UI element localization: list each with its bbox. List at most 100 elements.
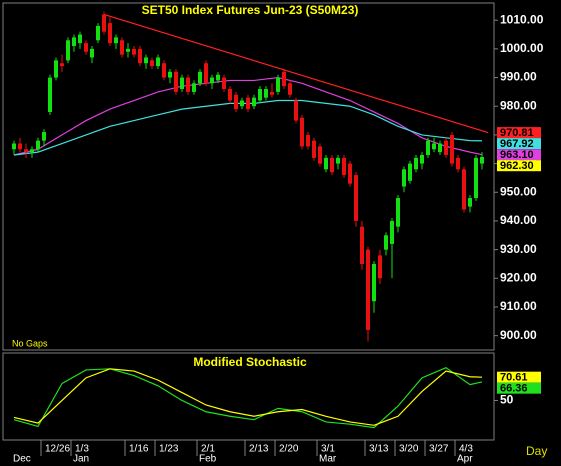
- candle-body: [252, 97, 256, 107]
- y-tick-label: 900.00: [500, 328, 537, 342]
- y-tick-label: 920.00: [500, 270, 537, 284]
- candle-body: [426, 140, 430, 155]
- value-label: 70.61: [500, 372, 528, 384]
- candle-body: [210, 77, 214, 84]
- y-tick-label: 990.00: [500, 70, 537, 84]
- candle-body: [72, 37, 76, 47]
- candle-body: [174, 71, 178, 92]
- x-tick-label: 4/3: [459, 444, 473, 455]
- candle-body: [444, 140, 448, 155]
- candle-body: [372, 263, 376, 302]
- x-tick-label: 1/16: [129, 444, 149, 455]
- lower-title: Modified Stochastic: [193, 355, 307, 369]
- y-tick-label: 1010.00: [500, 12, 544, 26]
- chart-title: SET50 Index Futures Jun-23 (S50M23): [142, 3, 359, 17]
- candle-body: [354, 175, 358, 221]
- candle-body: [414, 157, 418, 170]
- x-tick-label: 2/13: [249, 444, 269, 455]
- candle-body: [336, 157, 340, 164]
- month-label: Mar: [319, 454, 337, 465]
- value-label: 967.92: [500, 138, 534, 150]
- candle-body: [282, 71, 286, 87]
- candle-body: [108, 23, 112, 44]
- value-label: 66.36: [500, 383, 528, 395]
- x-tick-label: 1/3: [75, 444, 89, 455]
- candle-body: [276, 77, 280, 92]
- candle-body: [264, 89, 268, 98]
- month-label: Dec: [13, 454, 31, 465]
- x-tick-label: 12/26: [45, 444, 70, 455]
- series-line: [13, 367, 483, 429]
- y-tick-label: 910.00: [500, 299, 537, 313]
- x-tick-label: 3/20: [399, 444, 419, 455]
- candle-body: [288, 83, 292, 95]
- month-label: Feb: [199, 454, 217, 465]
- value-label-box: [497, 371, 541, 383]
- candle-body: [342, 157, 346, 176]
- candle-body: [258, 89, 262, 101]
- value-label: 962.30: [500, 160, 534, 172]
- candle-body: [360, 226, 364, 264]
- candle-body: [462, 169, 466, 210]
- candle-body: [24, 149, 28, 153]
- candle-body: [240, 100, 244, 107]
- candle-body: [42, 132, 46, 141]
- series-line: [13, 368, 483, 426]
- candle-body: [228, 89, 232, 101]
- candle-body: [192, 83, 196, 92]
- candle-body: [402, 169, 406, 187]
- candle-body: [198, 71, 202, 84]
- x-tick-label: 1/23: [159, 444, 179, 455]
- candle-body: [312, 140, 316, 158]
- y-tick-label: 950.00: [500, 184, 537, 198]
- candle-body: [60, 63, 64, 67]
- candle-body: [126, 48, 130, 52]
- candle-body: [318, 146, 322, 164]
- x-axis-label: Day: [526, 444, 547, 458]
- y-tick-label: 940.00: [500, 213, 537, 227]
- candle-body: [96, 25, 100, 41]
- candle-body: [456, 157, 460, 170]
- candle-body: [132, 48, 136, 55]
- annotation: No Gaps: [12, 338, 48, 348]
- candle-body: [180, 77, 184, 90]
- candle-body: [348, 163, 352, 184]
- candle-body: [396, 198, 400, 227]
- candle-body: [468, 198, 472, 207]
- candle-body: [36, 140, 40, 150]
- candle-body: [90, 48, 94, 58]
- candle-body: [234, 94, 238, 110]
- candle-body: [102, 14, 106, 32]
- y-tick-label: 1000.00: [500, 41, 544, 55]
- candle-body: [216, 74, 220, 81]
- candle-body: [66, 40, 70, 61]
- candle-body: [54, 60, 58, 78]
- candle-body: [150, 60, 154, 67]
- candle-body: [12, 143, 16, 150]
- x-tick-label: 2/20: [279, 444, 299, 455]
- candle-body: [246, 97, 250, 110]
- candle-body: [432, 143, 436, 150]
- candle-body: [84, 43, 88, 52]
- candle-body: [366, 249, 370, 330]
- y-tick-label: 50: [500, 393, 514, 407]
- candle-body: [480, 156, 484, 164]
- candle-body: [222, 77, 226, 90]
- candle-body: [474, 157, 478, 199]
- candle-body: [144, 57, 148, 64]
- month-label: Apr: [457, 454, 473, 465]
- candle-body: [120, 40, 124, 55]
- candle-body: [384, 235, 388, 250]
- candle-body: [204, 63, 208, 84]
- value-label-box: [497, 138, 541, 150]
- candle-body: [162, 63, 166, 78]
- candle-body: [186, 77, 190, 92]
- value-label: 963.10: [500, 149, 534, 161]
- candle-body: [156, 57, 160, 67]
- main-panel: [2, 2, 495, 351]
- candle-body: [330, 157, 334, 173]
- candle-body: [324, 157, 328, 170]
